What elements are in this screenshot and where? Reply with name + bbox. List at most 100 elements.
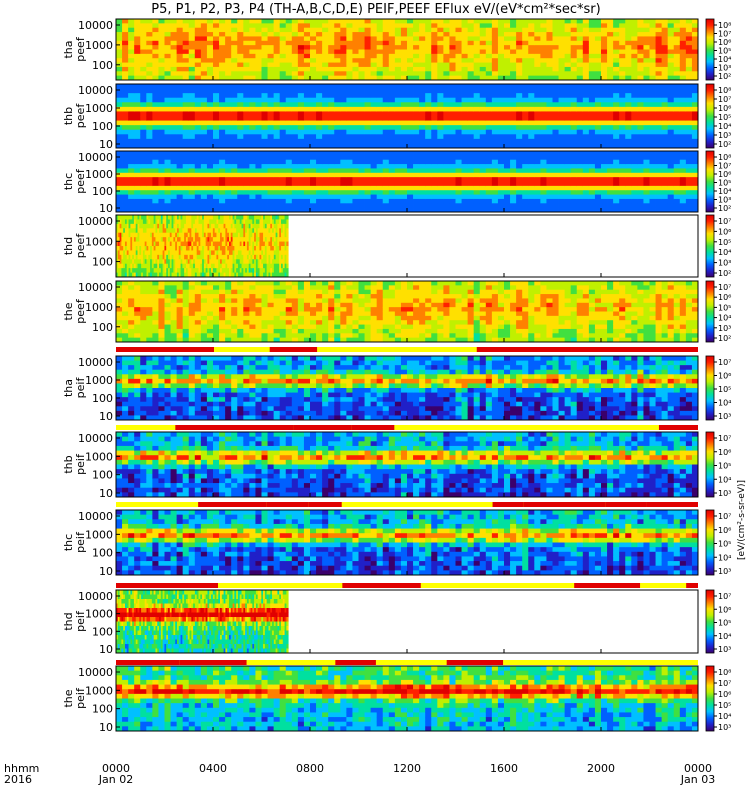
colorbar-tick-label: 10² — [718, 269, 731, 278]
colorbar-tick-label: 10⁴ — [718, 187, 731, 196]
spectrogram-thc-peef — [116, 151, 699, 213]
y-tick-label: 1000 — [85, 684, 113, 697]
y-tick-label: 100 — [92, 547, 113, 560]
colorbar-tick-label: 10⁴ — [718, 712, 731, 721]
colorbar-tick-label: 10⁵ — [718, 385, 731, 394]
colorbar-tick-label: 10² — [718, 204, 731, 213]
colorbar-tick-label: 10³ — [718, 259, 731, 268]
y-tick-label: 100 — [92, 703, 113, 716]
y-tick-label: 10000 — [78, 215, 113, 228]
quality-flag-bar — [116, 347, 698, 352]
panel-thb-peef: 10000 1000 100 10 thb peef 10⁸10⁷10⁶10⁵10⁴10³1… — [62, 83, 731, 151]
colorbar-tick-label: 10⁶ — [718, 526, 731, 535]
colorbar-tick-label: 10⁶ — [718, 38, 731, 47]
figure-title: P5, P1, P2, P3, P4 (TH-A,B,C,D,E) PEIF,P… — [151, 2, 600, 17]
spectrogram-thc-peif — [116, 510, 699, 576]
y-tick-label: 10 — [99, 565, 113, 578]
x-tick-label: 1600 — [490, 762, 518, 775]
time-row1-label: hhmm — [4, 762, 39, 775]
panel-label-product: peif — [74, 531, 87, 553]
panel-label-probe: thc — [62, 173, 75, 190]
colorbar-tick-label: 10⁷ — [718, 679, 731, 688]
y-tick-label: 10 — [99, 202, 113, 215]
panel-thc-peif: 10000 1000 100 10 thc peif 10⁷ 10⁶ 10⁵ 10⁴ 10³ — [62, 509, 731, 578]
colorbar — [705, 665, 715, 732]
y-tick-label: 100 — [92, 256, 113, 269]
colorbar-tick-label: 10⁶ — [718, 690, 731, 699]
panel-tha-peif: 10000 1000 100 10 tha peif 10⁷ 10⁶ 10⁵ 10⁴ 10³ — [62, 355, 731, 423]
y-tick-label: 1000 — [85, 374, 113, 387]
panel-label-product: peif — [74, 610, 87, 632]
colorbar — [705, 150, 715, 213]
spectrogram-thb-peif — [116, 432, 699, 498]
y-tick-label: 100 — [92, 625, 113, 638]
panel-thd-peif: 10000 1000 100 10 thd peif 10⁷ 10⁶ 10⁵ 10⁴ 10³ — [62, 589, 731, 656]
colorbar — [705, 83, 715, 149]
spectrogram-thb-peef — [116, 84, 699, 149]
y-tick-label: 100 — [92, 392, 113, 405]
panel-label-product: peef — [74, 36, 87, 62]
colorbar-tick-label: 10³ — [718, 412, 731, 421]
y-tick-label: 10000 — [78, 510, 113, 523]
colorbar-tick-label: 10⁷ — [718, 592, 731, 601]
colorbar — [705, 18, 715, 81]
colorbar-tick-label: 10⁷ — [718, 217, 731, 226]
y-tick-label: 10000 — [78, 281, 113, 294]
y-tick-label: 10000 — [78, 666, 113, 679]
colorbar-tick-label: 10⁵ — [718, 619, 731, 628]
colorbar-tick-label: 10⁴ — [718, 553, 731, 562]
colorbar-tick-label: 10⁴ — [718, 475, 731, 484]
time-row2-label: 2016 — [4, 773, 32, 786]
colorbar-tick-label: 10⁶ — [718, 227, 731, 236]
colorbar-tick-label: 10⁷ — [718, 283, 731, 292]
panel-label-product: peif — [74, 377, 87, 399]
colorbar-tick-label: 10³ — [718, 723, 731, 732]
y-tick-label: 10000 — [78, 84, 113, 97]
panel-thb-peif: 10000 1000 100 10 thb peif 10⁷ 10⁶ 10⁵ 10⁴ 10³ — [62, 431, 731, 500]
quality-flag-bar — [116, 502, 698, 507]
colorbar-tick-label: 10⁴ — [718, 55, 731, 64]
colorbar-tick-label: 10³ — [718, 196, 731, 205]
date-label-start: Jan 02 — [98, 773, 133, 786]
panel-label-probe: thd — [62, 612, 75, 630]
x-tick-label: 0000 — [102, 762, 130, 775]
colorbar-tick-label: 10⁵ — [718, 701, 731, 710]
y-tick-label: 1000 — [85, 168, 113, 181]
colorbar-tick-label: 10⁵ — [718, 540, 731, 549]
panel-label-probe: the — [62, 302, 75, 320]
panel-label-product: peif — [74, 687, 87, 709]
colorbar-tick-label: 10⁴ — [718, 248, 731, 257]
colorbar-tick-label: 10⁵ — [718, 113, 731, 122]
colorbar-tick-label: 10³ — [718, 324, 731, 333]
spectrogram-the-peif — [116, 666, 699, 732]
y-tick-label: 10000 — [78, 151, 113, 164]
panel-label-product: peef — [74, 298, 87, 324]
spectrogram-tha-peif — [116, 356, 699, 421]
quality-flag-bar — [116, 583, 698, 588]
panel-label-product: peef — [74, 233, 87, 259]
x-tick-label: 0000 — [684, 762, 712, 775]
y-tick-label: 10000 — [78, 356, 113, 369]
panel-label-probe: thd — [62, 237, 75, 255]
colorbar-tick-label: 10⁷ — [718, 434, 731, 443]
colorbar — [705, 355, 715, 421]
y-tick-label: 10 — [99, 643, 113, 656]
colorbar — [705, 431, 715, 498]
colorbar-tick-label: 10⁶ — [718, 170, 731, 179]
y-tick-label: 10000 — [78, 432, 113, 445]
colorbar-tick-label: 10³ — [718, 489, 731, 498]
colorbar-tick-label: 10⁶ — [718, 605, 731, 614]
y-tick-label: 1000 — [85, 528, 113, 541]
colorbar-tick-label: 10⁴ — [718, 122, 731, 131]
colorbar-units-label: [eV/(cm²-s-sr-eV)] — [737, 480, 747, 560]
spectrogram-thd-peef — [116, 215, 289, 278]
spectrogram-tha-peef — [116, 19, 699, 81]
panel-label-probe: thb — [62, 107, 75, 125]
colorbar-tick-label: 10⁸ — [718, 86, 731, 95]
y-tick-label: 10 — [99, 487, 113, 500]
